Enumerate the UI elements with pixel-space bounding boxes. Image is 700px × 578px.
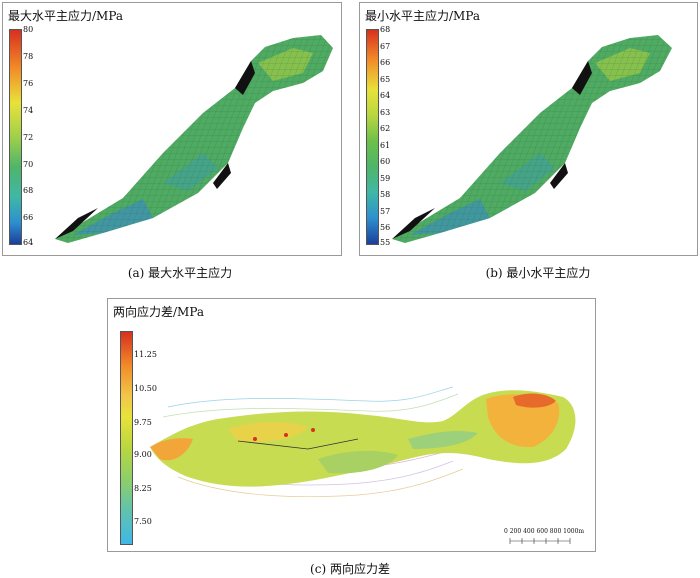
- panel-b-mesh-plot: [392, 35, 672, 243]
- panel-b-tick: 62: [380, 124, 391, 133]
- panel-b-tick: 56: [380, 223, 391, 232]
- panel-stress-difference: 两向应力差/MPa 11.25 10.50 9.75 9.00 8.25 7.5…: [107, 298, 596, 552]
- panel-b-tick: 67: [380, 42, 391, 51]
- panel-b-tick: 57: [380, 207, 391, 216]
- panel-b-tick: 59: [380, 174, 391, 183]
- panel-a-tick: 80: [23, 25, 34, 34]
- panel-a-tick: 74: [23, 106, 34, 115]
- panel-b-title: 最小水平主应力/MPa: [365, 9, 481, 23]
- panel-c-tick: 10.50: [134, 384, 157, 393]
- panel-c-tick: 8.25: [134, 484, 152, 493]
- panel-a-tick: 64: [23, 238, 34, 247]
- panel-b-tick: 55: [380, 238, 391, 247]
- panel-c-tick: 11.25: [134, 350, 157, 359]
- panel-c-contour-plot: [150, 386, 576, 544]
- panel-a-colorbar: [9, 29, 22, 245]
- panel-b-tick: 58: [380, 190, 391, 199]
- panel-b-tick: 68: [380, 25, 391, 34]
- panel-c-wells: [237, 428, 359, 450]
- panel-a-tick: 72: [23, 133, 34, 142]
- caption-c: (c) 两向应力差: [310, 562, 390, 576]
- panel-a-mesh-plot: [55, 35, 333, 243]
- panel-b-tick: 61: [380, 141, 391, 150]
- panel-a-model-body: [55, 35, 333, 243]
- panel-min-horizontal-stress: 最小水平主应力/MPa 68 67 66 65 64 63 62 61 60 5…: [359, 2, 698, 256]
- panel-c-tick: 9.00: [134, 450, 152, 459]
- panel-c-scale-bar: [509, 538, 571, 544]
- scale-bar-label: 0 200 400 600 800 1000m: [504, 528, 585, 535]
- panel-a-title: 最大水平主应力/MPa: [8, 9, 124, 23]
- panel-c-field: [150, 390, 576, 487]
- panel-b-model-body: [392, 35, 672, 243]
- panel-c-title: 两向应力差/MPa: [113, 305, 205, 319]
- panel-c-tick: 7.50: [134, 517, 152, 526]
- panel-c-tick: 9.75: [134, 418, 152, 427]
- panel-b-colorbar: [366, 29, 379, 245]
- panel-a-tick: 66: [23, 213, 34, 222]
- panel-a-tick: 78: [23, 52, 34, 61]
- panel-a-tick: 70: [23, 160, 34, 169]
- panel-b-tick: 66: [380, 58, 391, 67]
- panel-b-tick: 63: [380, 108, 391, 117]
- panel-b-tick: 65: [380, 75, 391, 84]
- panel-b-tick: 60: [380, 157, 391, 166]
- panel-b-tick: 64: [380, 91, 391, 100]
- panel-max-horizontal-stress: 最大水平主应力/MPa 80 78 76 74 72 70 68 66 64: [2, 2, 342, 256]
- panel-c-colorbar: [120, 331, 133, 545]
- panel-a-tick: 76: [23, 79, 34, 88]
- caption-a: (a) 最大水平主应力: [127, 266, 233, 280]
- caption-b: (b) 最小水平主应力: [485, 266, 591, 280]
- panel-a-tick: 68: [23, 186, 34, 195]
